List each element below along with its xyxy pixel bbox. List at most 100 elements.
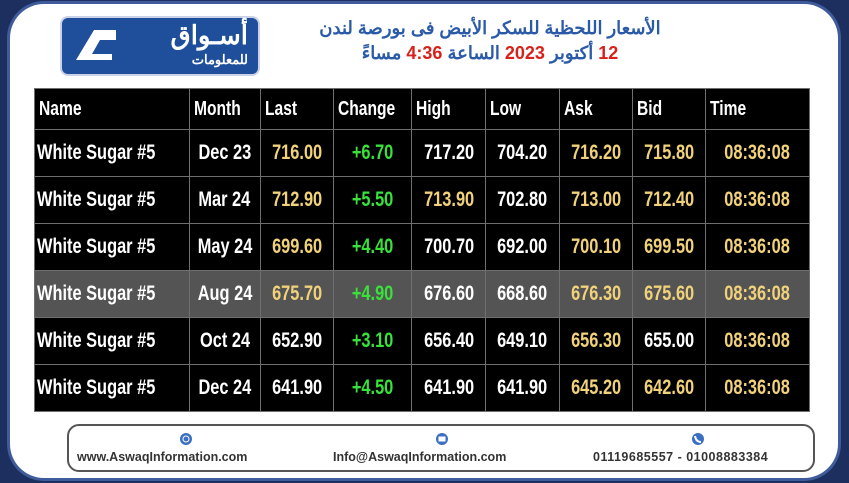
cell-text: 716.20 bbox=[570, 141, 621, 164]
table-row: White Sugar #5 Oct 24 652.90 +3.10 656.40 649… bbox=[34, 317, 811, 365]
cell-text: White Sugar #5 bbox=[37, 235, 156, 258]
date-part: مساءً bbox=[361, 43, 402, 63]
column-header: Name bbox=[34, 88, 190, 130]
cell-text: +4.90 bbox=[352, 282, 394, 305]
cell-text: +3.10 bbox=[352, 329, 394, 352]
table-cell: 642.60 bbox=[632, 364, 706, 412]
table-cell: 08:36:08 bbox=[704, 176, 811, 224]
logo-name: أسـواق bbox=[170, 20, 248, 50]
cell-text: 675.70 bbox=[271, 282, 322, 305]
table-cell: +4.50 bbox=[333, 364, 413, 412]
table-cell: 641.90 bbox=[411, 364, 487, 412]
table-cell: +4.40 bbox=[333, 223, 413, 271]
table-cell: White Sugar #5 bbox=[34, 364, 190, 412]
cell-text: +5.50 bbox=[352, 188, 394, 211]
table-cell: 713.00 bbox=[558, 176, 634, 224]
cell-text: 717.20 bbox=[423, 141, 474, 164]
cell-text: +4.40 bbox=[352, 235, 394, 258]
cell-text: 699.60 bbox=[271, 235, 322, 258]
table-cell: 08:36:08 bbox=[704, 364, 811, 412]
cell-text: 675.60 bbox=[643, 282, 695, 305]
column-header: High bbox=[411, 88, 487, 130]
table-cell: 717.20 bbox=[411, 129, 487, 177]
cell-text: +4.50 bbox=[352, 376, 394, 399]
cell-text: 08:36:08 bbox=[724, 235, 791, 258]
table-cell: 675.60 bbox=[632, 270, 706, 318]
cell-text: 676.30 bbox=[570, 282, 621, 305]
table-cell: Oct 24 bbox=[188, 317, 261, 365]
table-cell: 716.20 bbox=[558, 129, 634, 177]
table-cell: 675.70 bbox=[259, 270, 335, 318]
mail-icon bbox=[436, 433, 448, 445]
cell-text: 715.80 bbox=[643, 141, 695, 164]
cell-text: 08:36:08 bbox=[724, 282, 791, 305]
cell-text: 676.60 bbox=[423, 282, 474, 305]
cell-text: May 24 bbox=[197, 235, 253, 258]
cell-text: 713.00 bbox=[570, 188, 621, 211]
date-part: 2023 bbox=[504, 43, 545, 63]
cell-text: 08:36:08 bbox=[724, 376, 791, 399]
table-cell: Dec 24 bbox=[188, 364, 261, 412]
table-cell: 692.00 bbox=[485, 223, 560, 271]
cell-text: 700.70 bbox=[423, 235, 474, 258]
column-header-text: High bbox=[416, 97, 452, 120]
date-part: 12 bbox=[598, 43, 619, 63]
column-header: Month bbox=[188, 88, 261, 130]
cell-text: Oct 24 bbox=[199, 329, 250, 352]
phones: 01119685557 - 01008883384 bbox=[593, 450, 769, 464]
cell-text: 655.00 bbox=[643, 329, 695, 352]
cell-text: 08:36:08 bbox=[724, 188, 791, 211]
date-line: 12 أكتوبر 2023 الساعة 4:36 مساءً bbox=[280, 43, 700, 64]
table-cell: Dec 23 bbox=[188, 129, 261, 177]
cell-text: White Sugar #5 bbox=[37, 141, 156, 164]
table-cell: 712.90 bbox=[259, 176, 335, 224]
table-cell: 716.00 bbox=[259, 129, 335, 177]
cell-text: 702.80 bbox=[497, 188, 548, 211]
cell-text: 645.20 bbox=[570, 376, 621, 399]
column-header-text: Name bbox=[39, 97, 82, 120]
cell-text: White Sugar #5 bbox=[37, 376, 156, 399]
table-cell: 655.00 bbox=[632, 317, 706, 365]
cell-text: 641.90 bbox=[423, 376, 474, 399]
table-cell: 652.90 bbox=[259, 317, 335, 365]
cell-text: 08:36:08 bbox=[724, 141, 791, 164]
table-cell: 641.90 bbox=[485, 364, 560, 412]
table-cell: 668.60 bbox=[485, 270, 560, 318]
table-cell: 08:36:08 bbox=[704, 129, 811, 177]
cell-text: 641.90 bbox=[271, 376, 322, 399]
cell-text: 692.00 bbox=[497, 235, 548, 258]
cell-text: 656.40 bbox=[423, 329, 474, 352]
table-cell: 700.10 bbox=[558, 223, 634, 271]
column-header: Bid bbox=[632, 88, 706, 130]
column-header-text: Change bbox=[338, 97, 396, 120]
table-cell: 676.60 bbox=[411, 270, 487, 318]
table-cell: White Sugar #5 bbox=[34, 223, 190, 271]
cell-text: 656.30 bbox=[570, 329, 621, 352]
cell-text: White Sugar #5 bbox=[37, 282, 156, 305]
cell-text: 649.10 bbox=[497, 329, 548, 352]
cell-text: Mar 24 bbox=[198, 188, 251, 211]
table-cell: 08:36:08 bbox=[704, 223, 811, 271]
table-cell: +6.70 bbox=[333, 129, 413, 177]
cell-text: 08:36:08 bbox=[724, 329, 791, 352]
phone-icon bbox=[692, 433, 704, 445]
cell-text: 641.90 bbox=[497, 376, 548, 399]
header-row: Name Month Last Change High Low Ask Bid Time bbox=[34, 88, 811, 130]
cell-text: 712.90 bbox=[271, 188, 322, 211]
footer: www.AswaqInformation.com Info@AswaqInfor… bbox=[67, 424, 815, 472]
date-part: الساعة bbox=[447, 43, 500, 63]
date-part: 4:36 bbox=[406, 43, 443, 63]
column-header-text: Time bbox=[709, 97, 746, 120]
table-cell: 712.40 bbox=[632, 176, 706, 224]
cell-text: 700.10 bbox=[570, 235, 621, 258]
table-row: White Sugar #5 Mar 24 712.90 +5.50 713.90 702… bbox=[34, 176, 811, 224]
cell-text: 668.60 bbox=[497, 282, 548, 305]
table-cell: 699.50 bbox=[632, 223, 706, 271]
date-part: أكتوبر bbox=[549, 43, 594, 63]
table-cell: 704.20 bbox=[485, 129, 560, 177]
cell-text: Aug 24 bbox=[197, 282, 253, 305]
table-cell: 656.30 bbox=[558, 317, 634, 365]
table-cell: 702.80 bbox=[485, 176, 560, 224]
logo-icon bbox=[76, 30, 116, 60]
